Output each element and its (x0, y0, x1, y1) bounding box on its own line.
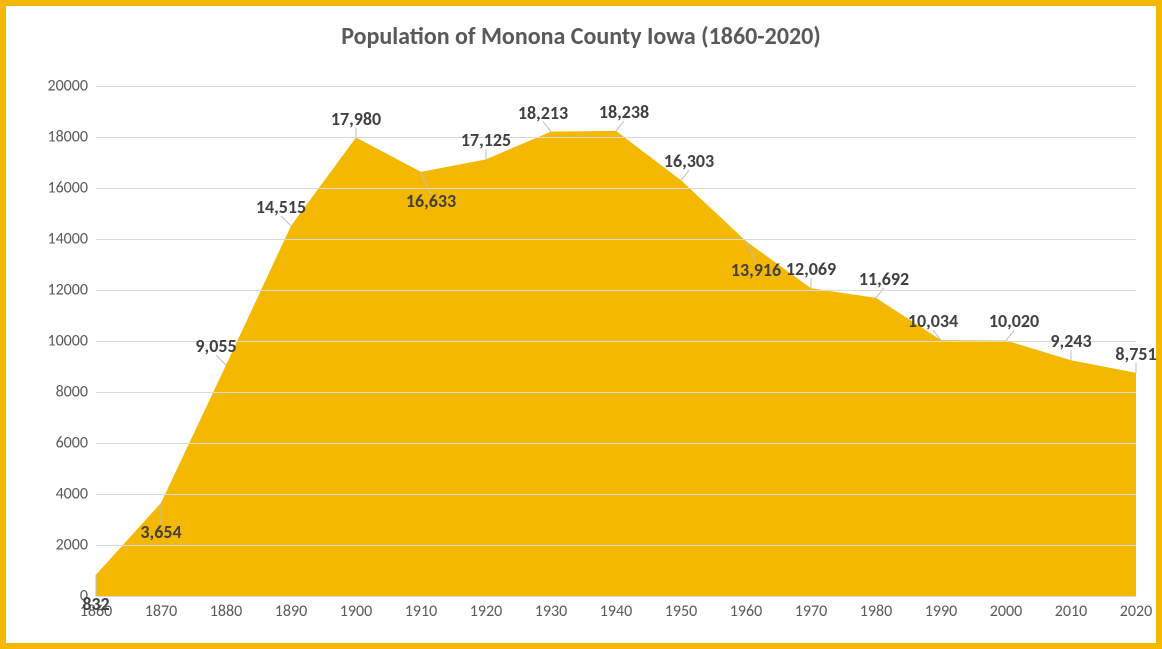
x-tick-label: 1900 (326, 602, 386, 621)
x-tick-label: 1930 (521, 602, 581, 621)
data-label: 16,303 (664, 150, 714, 172)
chart-frame: Population of Monona County Iowa (1860-2… (0, 0, 1162, 649)
data-label: 17,125 (461, 129, 511, 151)
gridline (96, 239, 1136, 240)
x-tick-label: 2020 (1106, 602, 1162, 621)
y-tick-label: 16000 (6, 179, 88, 198)
chart-title: Population of Monona County Iowa (1860-2… (6, 22, 1156, 51)
plot-area: 0200040006000800010000120001400016000180… (96, 86, 1136, 596)
y-tick-label: 8000 (6, 383, 88, 402)
x-tick-label: 1980 (846, 602, 906, 621)
gridline (96, 443, 1136, 444)
gridline (96, 341, 1136, 342)
gridline (96, 545, 1136, 546)
x-tick-label: 1920 (456, 602, 516, 621)
data-label: 18,213 (518, 102, 568, 124)
data-label: 13,916 (731, 259, 781, 281)
y-tick-label: 6000 (6, 434, 88, 453)
y-tick-label: 20000 (6, 77, 88, 96)
y-tick-label: 2000 (6, 536, 88, 555)
x-tick-label: 1990 (911, 602, 971, 621)
y-tick-label: 12000 (6, 281, 88, 300)
gridline (96, 86, 1136, 87)
y-tick-label: 18000 (6, 128, 88, 147)
data-label: 14,515 (256, 196, 306, 218)
x-tick-label: 1960 (716, 602, 776, 621)
data-label: 18,238 (599, 101, 649, 123)
y-tick-label: 14000 (6, 230, 88, 249)
data-label: 8,751 (1115, 343, 1156, 365)
x-tick-label: 1880 (196, 602, 256, 621)
data-label: 9,243 (1050, 330, 1091, 352)
gridline (96, 188, 1136, 189)
x-tick-label: 1940 (586, 602, 646, 621)
gridline (96, 596, 1136, 597)
gridline (96, 392, 1136, 393)
x-tick-label: 1890 (261, 602, 321, 621)
data-label: 17,980 (331, 108, 381, 130)
gridline (96, 290, 1136, 291)
x-tick-label: 1950 (651, 602, 711, 621)
data-label: 16,633 (406, 190, 456, 212)
y-tick-label: 4000 (6, 485, 88, 504)
data-label: 11,692 (859, 268, 909, 290)
gridline (96, 494, 1136, 495)
y-tick-label: 10000 (6, 332, 88, 351)
data-label: 3,654 (140, 521, 181, 543)
data-label: 12,069 (786, 258, 836, 280)
x-tick-label: 1910 (391, 602, 451, 621)
data-label: 10,020 (989, 310, 1039, 332)
x-tick-label: 2010 (1041, 602, 1101, 621)
gridline (96, 137, 1136, 138)
data-label: 832 (82, 593, 109, 615)
x-tick-label: 1970 (781, 602, 841, 621)
area-series (96, 131, 1136, 596)
x-tick-label: 1870 (131, 602, 191, 621)
data-label: 9,055 (195, 335, 236, 357)
data-label: 10,034 (908, 310, 958, 332)
x-tick-label: 2000 (976, 602, 1036, 621)
